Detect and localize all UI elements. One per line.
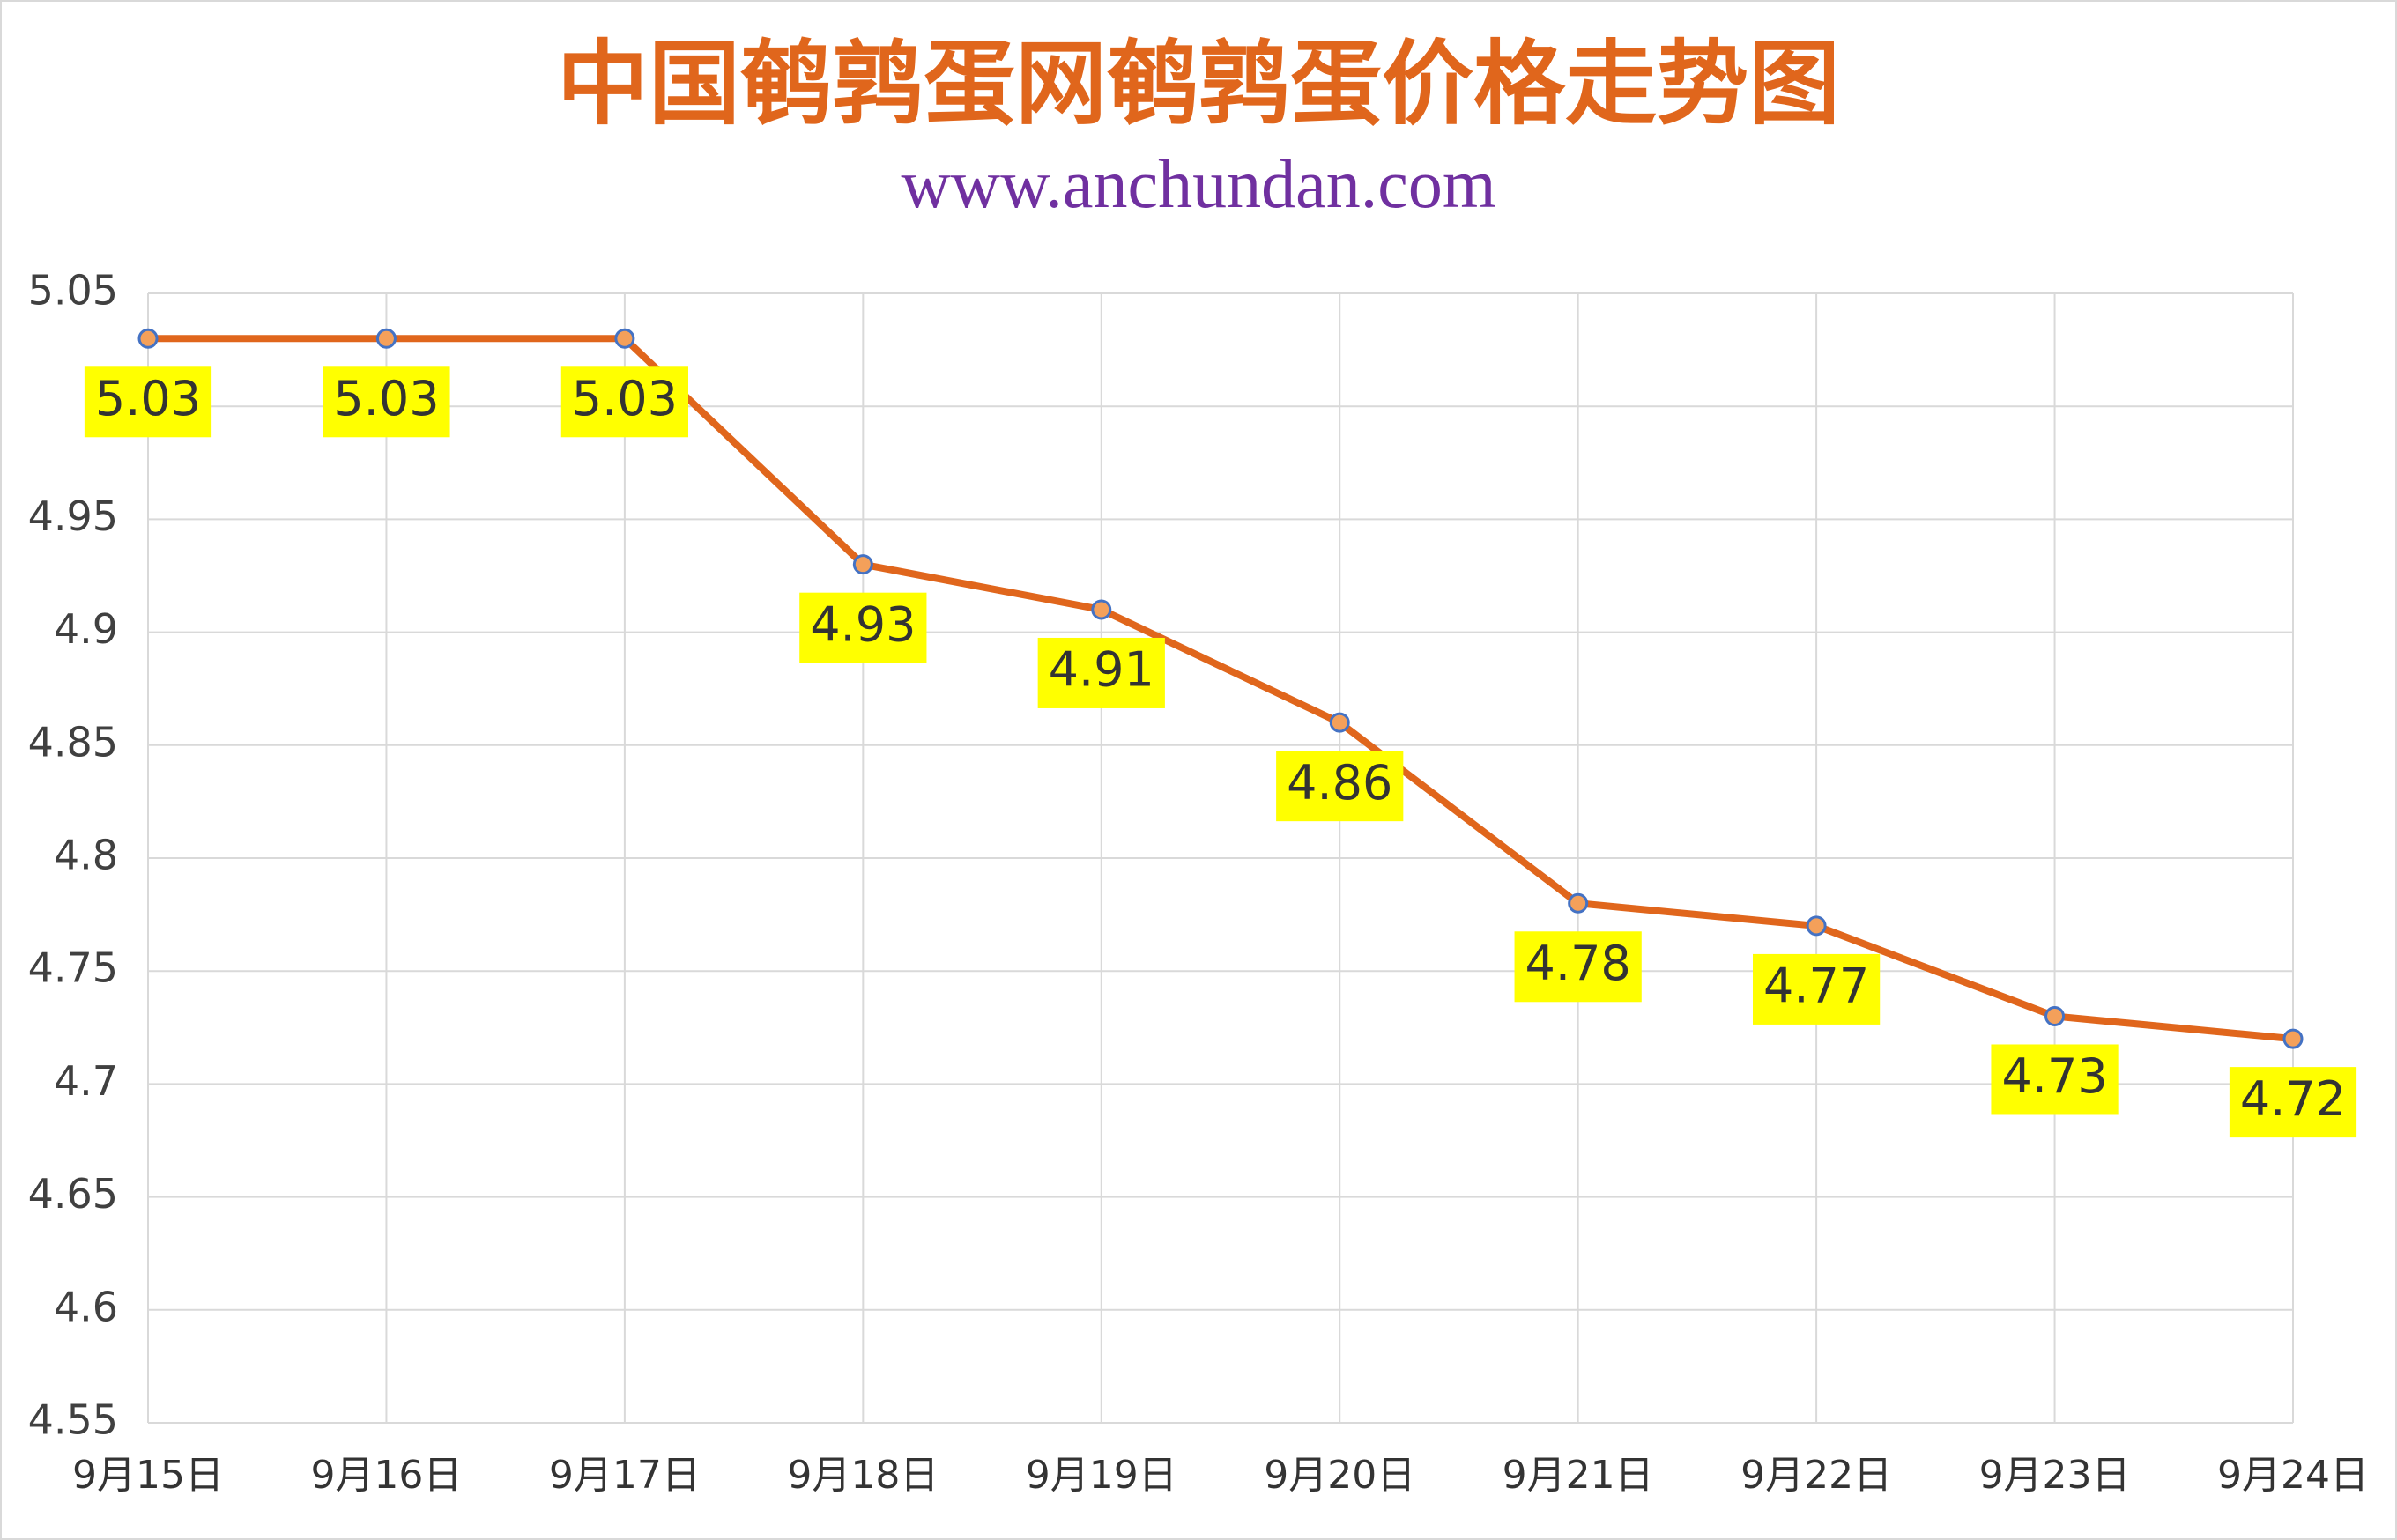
point-marker [1568,892,1589,914]
x-tick-label: 9月22日 [1740,1453,1892,1498]
point-marker [2282,1028,2304,1049]
data-label: 5.03 [333,371,439,426]
data-label: 4.86 [1287,755,1392,811]
data-label-bg [2229,1067,2357,1138]
y-tick-label: 5.05 [28,267,118,315]
y-tick-label: 4.8 [54,832,118,879]
x-tick-label: 9月16日 [310,1453,462,1498]
data-label-bg [1991,1044,2119,1115]
point-marker [1091,599,1112,620]
x-tick-label: 9月20日 [1264,1453,1415,1498]
data-label-bg [799,592,927,663]
y-tick-label: 4.95 [28,492,118,540]
x-tick-label: 9月23日 [1979,1453,2131,1498]
x-tick-label: 9月18日 [787,1453,939,1498]
data-label: 5.03 [95,371,201,426]
data-label-bg [84,366,212,438]
y-tick-label: 4.6 [54,1283,118,1330]
chart-subtitle: www.anchundan.com [901,145,1495,222]
chart-title: 中国鹌鹑蛋网鹌鹑蛋价格走势图 [557,29,1840,137]
x-tick-label: 9月19日 [1026,1453,1177,1498]
data-label: 4.72 [2240,1071,2346,1127]
data-label: 4.91 [1049,642,1154,698]
point-marker [375,328,397,349]
x-tick-label: 9月21日 [1503,1453,1654,1498]
x-tick-label: 9月15日 [72,1453,224,1498]
x-tick-label: 9月17日 [549,1453,701,1498]
point-marker [2044,1005,2066,1026]
y-tick-label: 4.55 [28,1396,118,1444]
data-label-bg [1752,953,1881,1025]
x-tick-label: 9月24日 [2217,1453,2369,1498]
data-label-bg [1037,637,1165,708]
y-tick-label: 4.7 [54,1057,118,1105]
data-label-bg [1276,751,1404,822]
y-tick-label: 4.75 [28,944,118,992]
point-marker [137,328,159,349]
point-marker [614,328,635,349]
data-label: 4.77 [1763,959,1869,1014]
data-label-bg [1514,931,1642,1003]
data-label: 5.03 [572,371,678,426]
y-tick-label: 4.85 [28,718,118,766]
point-marker [1329,712,1350,733]
series-line [148,335,2294,1043]
y-tick-label: 4.9 [54,605,118,653]
point-marker [852,554,873,575]
data-label-bg [323,366,450,438]
data-label: 4.93 [810,596,916,652]
data-label: 4.73 [2001,1048,2107,1104]
data-label: 4.78 [1525,936,1631,991]
y-tick-label: 4.65 [28,1170,118,1218]
point-marker [1806,915,1827,937]
data-label-bg [560,366,689,438]
